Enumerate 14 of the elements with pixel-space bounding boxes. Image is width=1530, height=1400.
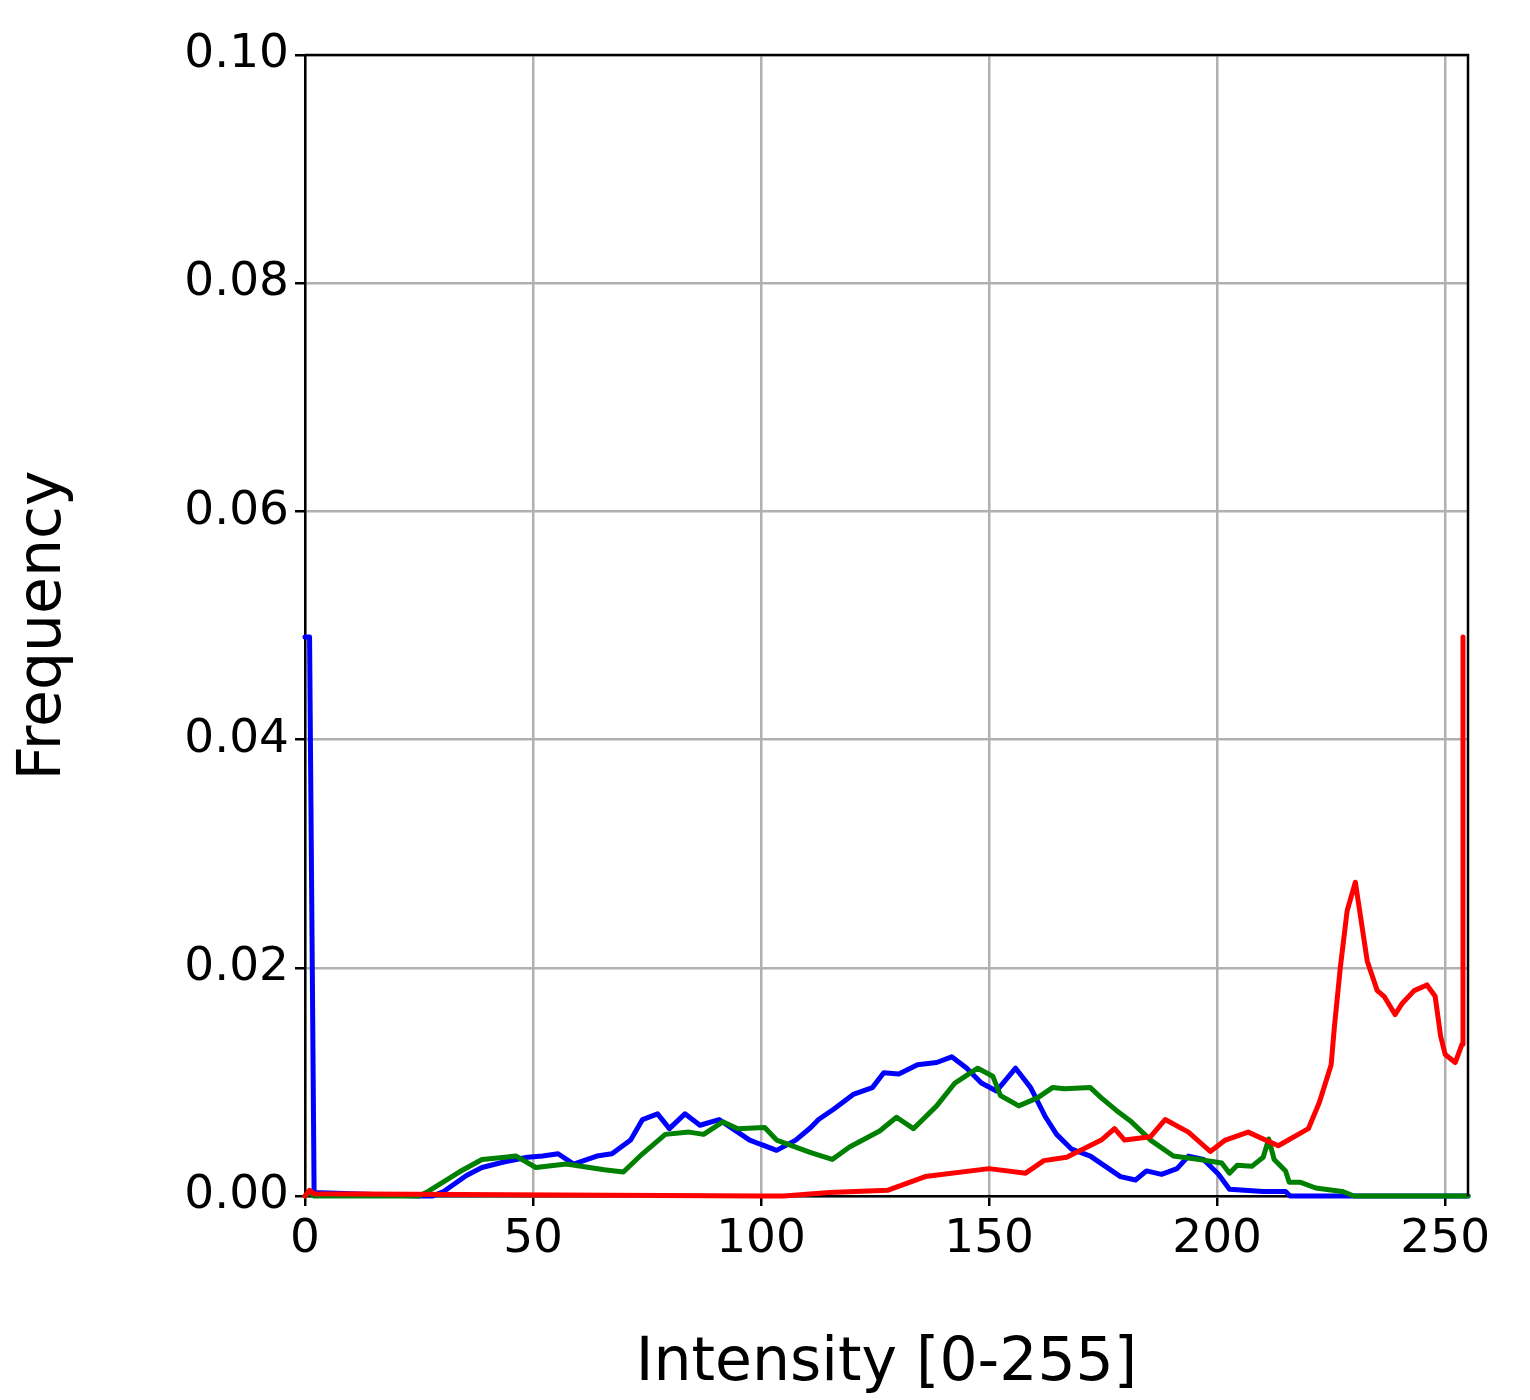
x-tick-label: 150	[944, 1208, 1034, 1264]
y-tick-label: 0.06	[184, 479, 289, 535]
y-tick-label: 0.00	[184, 1164, 289, 1220]
y-tick-label: 0.10	[184, 23, 289, 79]
y-tick-label: 0.02	[184, 936, 289, 991]
x-tick-label: 0	[290, 1208, 320, 1264]
y-tick-label: 0.04	[184, 707, 289, 763]
y-tick-label: 0.08	[184, 251, 289, 307]
x-tick-label: 200	[1172, 1208, 1263, 1264]
x-tick-label: 100	[716, 1208, 806, 1264]
x-axis-title: Intensity [0-255]	[635, 1323, 1138, 1394]
x-tick-label: 50	[503, 1208, 563, 1264]
x-tick-label: 250	[1400, 1208, 1491, 1264]
y-axis-title: Frequency	[3, 470, 74, 781]
